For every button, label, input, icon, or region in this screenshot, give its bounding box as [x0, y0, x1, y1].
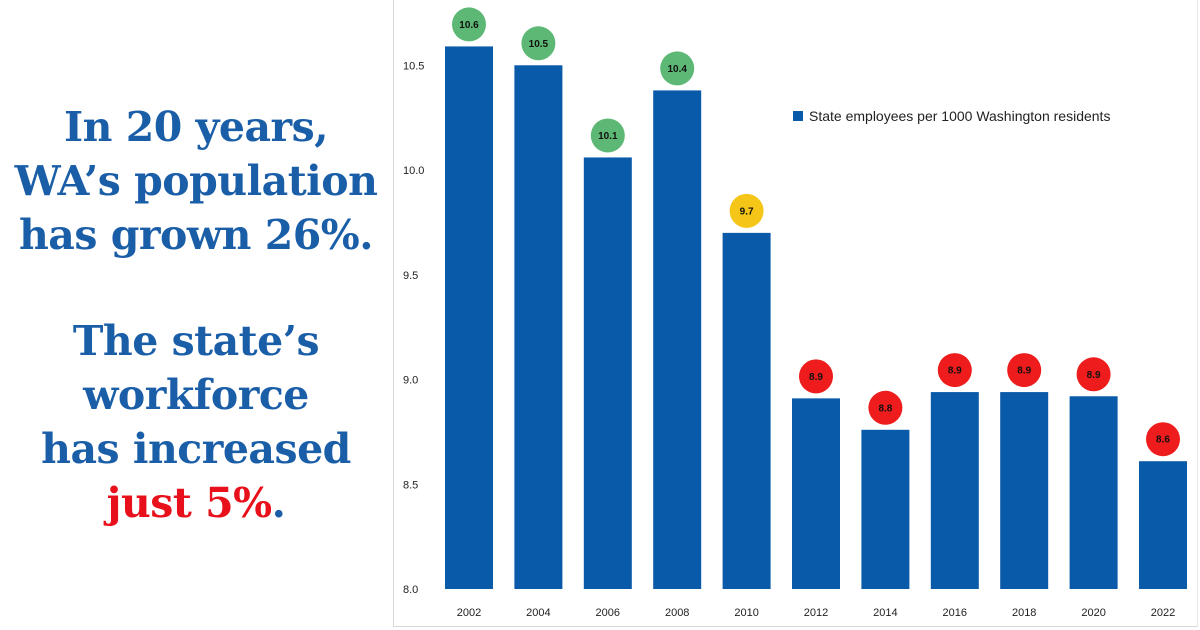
data-label-2006: 10.1 [598, 131, 618, 142]
headline-line-2: WA’s population [14, 157, 378, 205]
data-label-badge-2002 [452, 7, 486, 42]
data-label-badge-2010 [729, 193, 764, 228]
x-tick-label: 2006 [596, 607, 620, 619]
headline-panel: In 20 years, WA’s population has grown 2… [0, 0, 392, 630]
y-tick-label: 10.5 [403, 60, 424, 72]
headline-line-3: has grown 26%. [18, 211, 374, 259]
headline: In 20 years, WA’s population has grown 2… [15, 100, 378, 530]
data-label-2010: 9.7 [740, 206, 754, 217]
y-tick-label: 8.0 [403, 584, 418, 596]
data-label-badge-2016 [937, 353, 972, 388]
chart-legend: State employees per 1000 Washington resi… [793, 108, 1110, 124]
headline-line-5: workforce [83, 371, 309, 419]
x-tick-label: 2014 [873, 607, 897, 619]
bar-2004 [514, 65, 563, 590]
x-tick-label: 2008 [665, 607, 689, 619]
y-tick-label: 8.5 [403, 479, 418, 491]
bar-2002 [445, 46, 493, 590]
bar-2012 [792, 398, 840, 589]
data-label-badge-2020 [1076, 357, 1111, 392]
x-tick-label: 2018 [1012, 607, 1036, 619]
x-tick-label: 2012 [804, 607, 828, 619]
bar-2008 [653, 90, 702, 589]
legend-label: State employees per 1000 Washington resi… [809, 108, 1111, 124]
y-tick-label: 9.5 [403, 270, 418, 282]
headline-line-6: has increased [41, 425, 351, 473]
data-label-badge-2004 [521, 26, 556, 61]
bar-2010 [722, 232, 771, 590]
y-tick-label: 9.0 [403, 375, 418, 387]
data-label-2016: 8.9 [948, 366, 962, 377]
bar-2018 [1000, 392, 1049, 589]
bar-2014 [861, 429, 910, 589]
data-label-badge-2008 [660, 51, 695, 86]
data-label-2008: 10.4 [667, 64, 687, 75]
data-label-2002: 10.6 [459, 20, 479, 31]
data-label-2022: 8.6 [1156, 435, 1170, 446]
bar-2020 [1069, 396, 1118, 589]
data-label-badge-2014 [868, 390, 903, 425]
headline-accent: just 5% [106, 479, 272, 527]
data-label-badge-2022 [1146, 422, 1180, 457]
headline-line-7: just 5%. [15, 476, 378, 530]
data-label-badge-2018 [1007, 353, 1042, 388]
bar-2006 [583, 157, 632, 589]
x-tick-label: 2022 [1151, 607, 1175, 619]
x-tick-label: 2002 [457, 607, 481, 619]
data-label-2012: 8.9 [809, 372, 823, 383]
data-label-2018: 8.9 [1017, 366, 1031, 377]
bar-2022 [1139, 461, 1187, 589]
data-label-badge-2012 [799, 359, 833, 394]
headline-line-4: The state’s [72, 317, 320, 365]
data-label-2004: 10.5 [529, 39, 549, 50]
legend-swatch [793, 111, 803, 121]
headline-line-1: In 20 years, [63, 103, 329, 151]
data-label-badge-2006 [590, 118, 625, 153]
x-tick-label: 2016 [943, 607, 967, 619]
headline-period: . [271, 479, 286, 527]
x-tick-label: 2020 [1081, 607, 1105, 619]
data-label-2014: 8.8 [878, 403, 892, 414]
y-tick-label: 10.0 [403, 165, 424, 177]
data-label-2020: 8.9 [1087, 370, 1101, 381]
bar-2016 [930, 392, 979, 589]
x-tick-label: 2010 [734, 607, 758, 619]
x-tick-label: 2004 [526, 607, 550, 619]
